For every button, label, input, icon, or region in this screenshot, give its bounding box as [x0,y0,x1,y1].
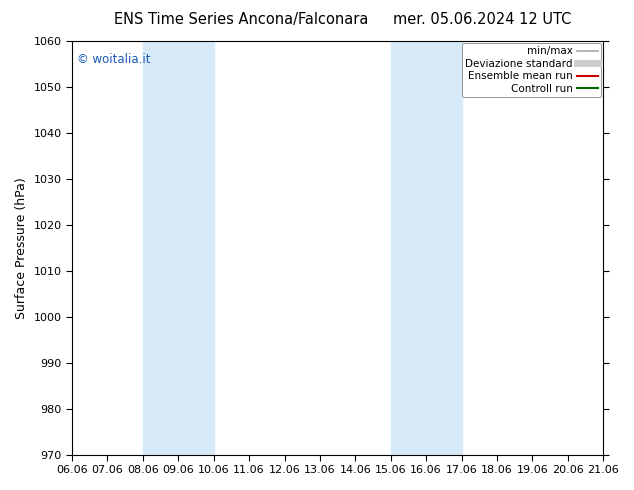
Text: mer. 05.06.2024 12 UTC: mer. 05.06.2024 12 UTC [392,12,571,27]
Bar [143,41,214,455]
Bar [391,41,462,455]
Legend: min/max, Deviazione standard, Ensemble mean run, Controll run: min/max, Deviazione standard, Ensemble m… [462,43,601,97]
Text: ENS Time Series Ancona/Falconara: ENS Time Series Ancona/Falconara [113,12,368,27]
Text: © woitalia.it: © woitalia.it [77,53,151,67]
Y-axis label: Surface Pressure (hPa): Surface Pressure (hPa) [15,177,28,318]
